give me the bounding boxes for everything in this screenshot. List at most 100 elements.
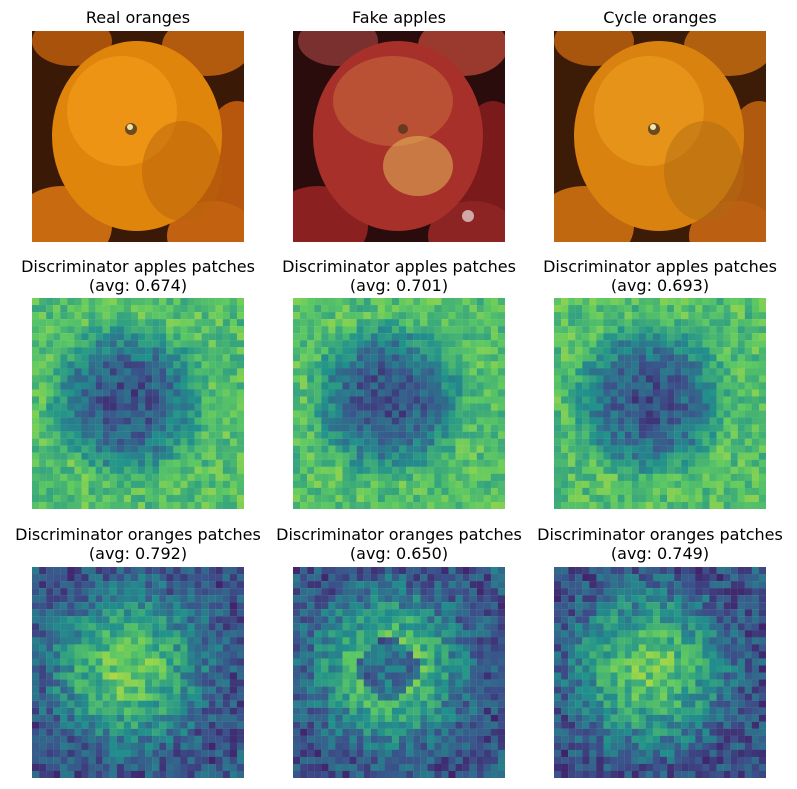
heatmap-cell: [67, 375, 75, 383]
heatmap-cell: [53, 340, 61, 348]
heatmap-cell: [638, 623, 647, 631]
heatmap-cell: [236, 602, 244, 610]
heatmap-cell: [130, 319, 139, 327]
heatmap-cell: [222, 623, 231, 631]
heatmap-cell: [448, 749, 456, 758]
heatmap-cell: [321, 417, 329, 425]
heatmap-cell: [67, 312, 75, 320]
heatmap-cell: [370, 630, 378, 638]
heatmap-cell: [229, 438, 238, 446]
heatmap-cell: [321, 382, 329, 390]
heatmap-cell: [617, 347, 625, 355]
heatmap-cell: [638, 595, 647, 603]
heatmap-cell: [109, 431, 117, 439]
heatmap-cell: [32, 298, 40, 306]
heatmap-cell: [596, 480, 604, 489]
heatmap-cell: [638, 312, 647, 320]
heatmap-cell: [441, 763, 449, 772]
heatmap-cell: [173, 567, 181, 575]
heatmap-cell: [730, 389, 738, 397]
heatmap-cell: [737, 480, 745, 489]
heatmap-cell: [81, 361, 89, 369]
heatmap-cell: [667, 368, 675, 376]
heatmap-cell: [81, 756, 89, 765]
heatmap-cell: [476, 672, 484, 680]
heatmap-cell: [370, 403, 378, 411]
heatmap-cell: [554, 637, 562, 645]
heatmap-cell: [321, 326, 329, 334]
heatmap-cell: [180, 445, 188, 453]
heatmap-cell: [95, 487, 103, 496]
heatmap-cell: [497, 693, 505, 701]
heatmap-cell: [497, 312, 505, 320]
heatmap-cell: [370, 452, 378, 460]
heatmap-cell: [370, 480, 378, 489]
heatmap-cell: [589, 445, 597, 453]
heatmap-cell: [307, 693, 315, 701]
heatmap-cell: [695, 609, 703, 617]
heatmap-cell: [667, 340, 675, 348]
heatmap-cell: [145, 305, 153, 313]
heatmap-cell: [617, 651, 625, 659]
heatmap-cell: [455, 742, 463, 751]
heatmap-cell: [349, 756, 357, 765]
heatmap-cell: [610, 581, 618, 589]
heatmap-cell: [624, 431, 632, 439]
heatmap-cell: [152, 735, 160, 743]
heatmap-cell: [293, 389, 301, 397]
heatmap-cell: [222, 298, 231, 306]
heatmap-cell: [53, 396, 61, 404]
heatmap-cell: [215, 445, 223, 453]
heatmap-cell: [300, 588, 308, 596]
heatmap-cell: [406, 728, 414, 736]
heatmap-cell: [589, 452, 597, 460]
heatmap-cell: [60, 375, 68, 383]
heatmap-cell: [702, 602, 710, 610]
heatmap-cell: [681, 298, 689, 306]
heatmap-cell: [138, 403, 146, 411]
heatmap-cell: [363, 679, 371, 687]
heatmap-cell: [60, 714, 68, 722]
heatmap-cell: [667, 567, 675, 575]
heatmap-cell: [674, 487, 682, 496]
heatmap-cell: [434, 340, 442, 348]
heatmap-cell: [39, 623, 47, 631]
heatmap-cell: [413, 609, 421, 617]
heatmap-cell: [645, 452, 654, 460]
heatmap-cell: [441, 595, 449, 603]
heatmap-cell: [321, 319, 329, 327]
heatmap-cell: [391, 770, 400, 778]
heatmap-cell: [314, 700, 322, 708]
heatmap-cell: [314, 403, 322, 411]
heatmap-cell: [610, 609, 618, 617]
heatmap-cell: [173, 749, 181, 758]
heatmap-cell: [455, 424, 463, 432]
heatmap-cell: [60, 693, 68, 701]
heatmap-cell: [173, 623, 181, 631]
heatmap-cell: [617, 389, 625, 397]
heatmap-cell: [490, 581, 499, 589]
heatmap: [293, 567, 505, 778]
heatmap-cell: [67, 672, 75, 680]
heatmap-cell: [384, 735, 393, 743]
heatmap-cell: [293, 700, 301, 708]
heatmap-cell: [399, 347, 407, 355]
heatmap-cell: [441, 735, 449, 743]
heatmap-cell: [554, 616, 562, 624]
heatmap-cell: [102, 658, 110, 666]
heatmap-cell: [152, 700, 160, 708]
heatmap-cell: [399, 602, 407, 610]
heatmap-cell: [575, 333, 583, 341]
heatmap-cell: [88, 756, 96, 765]
heatmap-cell: [307, 679, 315, 687]
heatmap-cell: [314, 501, 322, 509]
heatmap-cell: [561, 658, 569, 666]
heatmap-cell: [46, 333, 54, 341]
heatmap-cell: [420, 644, 428, 652]
heatmap-cell: [462, 480, 470, 489]
heatmap-cell: [187, 609, 195, 617]
heatmap-cell: [328, 623, 336, 631]
heatmap-cell: [441, 651, 449, 659]
heatmap-cell: [631, 637, 639, 645]
heatmap-cell: [384, 602, 393, 610]
